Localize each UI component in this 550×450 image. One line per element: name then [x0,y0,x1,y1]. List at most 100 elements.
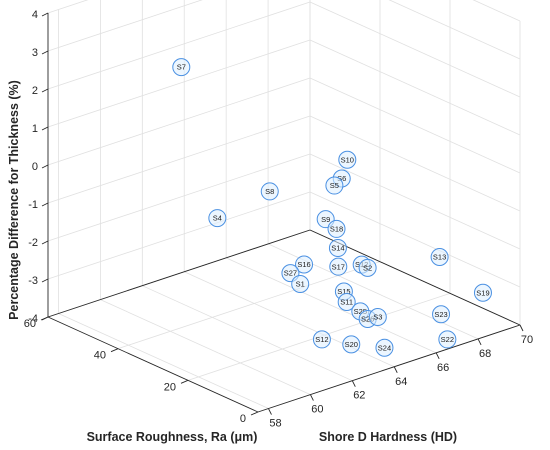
y-tick-mark [110,348,119,353]
grid-back-z [47,0,203,52]
data-point-marker [438,330,457,349]
data-point: S13 [430,248,449,267]
y-axis-label: Surface Roughness, Ra (μm) [87,430,258,444]
data-point: S24 [375,338,394,357]
data-point: S8 [260,182,279,201]
data-point-label: S4 [213,214,222,223]
data-point: S17 [329,257,348,276]
axes-frame [40,12,524,416]
data-point-label: S16 [297,260,310,269]
grid-floor-x [58,313,269,409]
x-tick-label: 66 [437,362,449,374]
z-tick-label: 1 [32,123,38,135]
data-point-marker [172,58,191,77]
z-tick-label: 0 [32,161,38,173]
data-point: S5 [325,176,344,195]
data-point-label: S11 [340,298,353,307]
x-tick-label: 58 [269,418,281,430]
grid-floor-x [100,299,311,395]
x-tick-label: 70 [521,334,533,346]
x-tick-label: 64 [395,376,407,388]
data-point: S1 [291,274,310,293]
z-tick-mark [41,278,49,283]
data-point-label: S3 [373,313,382,322]
grid-back-z [47,191,311,280]
data-point-label: S17 [332,262,345,271]
data-point-label: S8 [265,187,274,196]
data-point: S3 [368,308,387,327]
data-point-marker [295,255,314,274]
data-point: S14 [328,239,347,258]
grid-side-z [388,0,521,60]
data-point-label: S20 [345,340,358,349]
data-point: S2 [358,258,377,277]
x-axis-line [257,324,521,413]
data-point-label: S27 [284,269,297,278]
x-tick-mark [351,380,356,387]
grid-back-z [47,0,89,14]
data-point-label: S24 [378,343,391,352]
data-point: S12 [312,330,331,349]
grid-floor-x [184,271,395,368]
x-tick-label: 62 [353,390,365,402]
data-point-marker [473,283,492,302]
grid-side-z [309,191,521,288]
x-axis-label: Shore D Hardness (HD) [319,430,457,444]
grid-side-z [309,115,521,212]
grid-floor-x [142,285,353,382]
y-tick-mark [250,411,259,416]
data-point-label: S9 [321,215,330,224]
y-axis-label-text: Surface Roughness, Ra (μm) [87,430,258,444]
grid-side-z [309,1,521,98]
z-tick-mark [41,126,49,131]
z-tick-label: 2 [32,85,38,97]
grid-back-z [47,77,311,166]
data-point: S11 [337,293,356,312]
data-point-label: S6 [337,174,346,183]
grid-side-z [309,153,521,250]
x-tick-mark [268,408,272,415]
x-tick-label: 68 [479,348,491,360]
grid-side-z [309,39,521,136]
x-tick-label: 60 [311,404,323,416]
x-tick-mark [519,324,524,332]
grid-back-z [47,1,311,90]
data-point: S16 [295,255,314,274]
data-point-marker [325,176,344,195]
z-tick-label: -4 [28,313,38,325]
data-point-marker [337,293,356,312]
data-point: S4 [208,209,227,228]
data-point-marker [260,182,279,201]
z-tick-mark [41,240,49,245]
data-point: S18 [327,219,346,238]
data-point-label: S23 [434,310,447,319]
data-point: S22 [438,330,457,349]
z-tick-mark [41,50,49,55]
grid-back-z [47,39,311,128]
data-point-marker [291,274,310,293]
x-tick-mark [393,366,398,373]
data-point-label: S12 [315,335,328,344]
z-tick-label: -2 [28,237,38,249]
grid-lines [47,0,521,413]
x-tick-mark [435,352,440,360]
data-point-label: S13 [433,253,446,262]
x-tick-mark [309,394,314,401]
y-tick-label: 40 [94,350,106,362]
data-point-marker [358,258,377,277]
grid-floor-y [117,261,381,350]
y-tick-label: 20 [164,381,176,393]
data-point-marker [430,248,449,267]
data-point-marker [329,257,348,276]
grid-back-z [47,115,311,204]
z-tick-label: 3 [32,47,38,59]
data-point-label: S19 [476,288,489,297]
z-tick-label: 4 [32,9,38,21]
data-point-marker [432,305,451,324]
data-point-marker [328,239,347,258]
data-point-marker [368,308,387,327]
data-point-label: S1 [296,280,305,289]
